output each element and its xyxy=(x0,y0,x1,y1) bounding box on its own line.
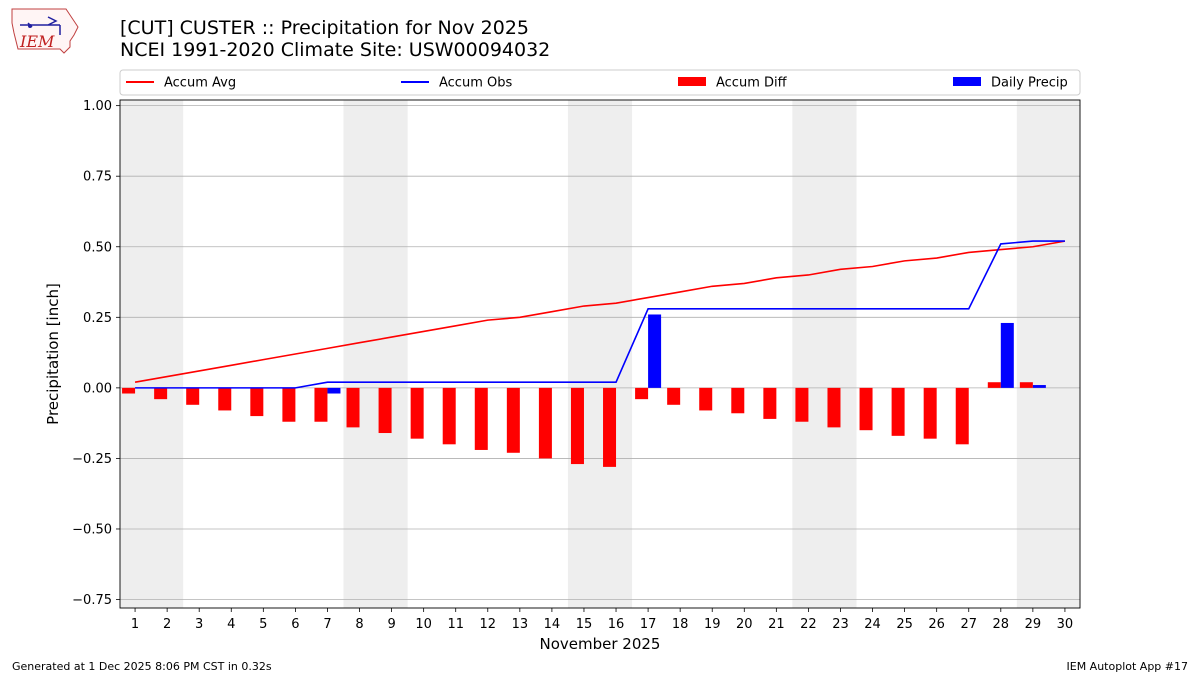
accum-diff-bar xyxy=(923,387,937,439)
app-credit: IEM Autoplot App #17 xyxy=(1066,660,1189,673)
accum-diff-bar xyxy=(154,387,168,400)
x-tick-label: 7 xyxy=(323,617,331,632)
x-tick-label: 4 xyxy=(227,617,235,632)
weekend-band xyxy=(1016,100,1080,608)
x-tick-label: 5 xyxy=(259,617,267,632)
accum-diff-bar xyxy=(827,387,841,428)
x-tick-label: 26 xyxy=(928,617,945,632)
legend: Accum Avg Accum Obs Accum Diff Daily Precip xyxy=(119,69,1081,96)
accum-diff-bar xyxy=(570,387,584,465)
y-tick-label: 0.50 xyxy=(83,240,112,255)
accum-diff-bar xyxy=(410,387,424,439)
x-tick-label: 25 xyxy=(896,617,913,632)
accum-diff-bar xyxy=(314,387,328,422)
x-tick-label: 18 xyxy=(672,617,689,632)
weekend-band xyxy=(567,100,633,608)
daily-precip-bar xyxy=(327,387,341,394)
title-line-1: [CUT] CUSTER :: Precipitation for Nov 20… xyxy=(120,17,530,39)
x-tick-label: 12 xyxy=(480,617,497,632)
daily-precip-bar xyxy=(648,314,662,388)
y-axis-label: Precipitation [inch] xyxy=(44,283,62,425)
accum-diff-bar xyxy=(282,387,296,422)
y-tick-label: 1.00 xyxy=(83,99,112,114)
accum-diff-bar xyxy=(603,387,617,467)
x-tick-label: 9 xyxy=(387,617,395,632)
x-tick-label: 15 xyxy=(576,617,593,632)
weekend-band xyxy=(343,100,408,608)
accum-diff-bar xyxy=(442,387,456,445)
y-tick-label: −0.50 xyxy=(72,522,112,537)
x-tick-label: 16 xyxy=(608,617,625,632)
x-tick-label: 30 xyxy=(1057,617,1074,632)
accum-obs-line xyxy=(135,240,1065,389)
accum-diff-bar xyxy=(635,387,649,400)
accum-diff-bar xyxy=(250,387,264,417)
legend-frame xyxy=(119,69,1081,96)
x-tick-label: 13 xyxy=(512,617,529,632)
x-tick-label: 14 xyxy=(544,617,561,632)
weekend-band xyxy=(792,100,857,608)
accum-diff-bar xyxy=(474,387,488,450)
logo-text: IEM xyxy=(19,32,55,51)
x-tick-label: 3 xyxy=(195,617,203,632)
legend-bar-swatch xyxy=(953,77,981,86)
accum-diff-bar xyxy=(763,387,777,419)
x-tick-label: 29 xyxy=(1025,617,1042,632)
x-tick-label: 2 xyxy=(163,617,171,632)
weekend-band xyxy=(120,100,184,608)
accum-diff-bar xyxy=(122,387,136,394)
legend-label: Accum Obs xyxy=(439,76,512,91)
legend-label: Accum Diff xyxy=(716,76,788,91)
plot-frame xyxy=(119,99,1081,609)
legend-label: Daily Precip xyxy=(991,76,1068,91)
accum-diff-bar xyxy=(538,387,552,459)
iowa-map-outline xyxy=(11,8,79,54)
x-tick-label: 6 xyxy=(291,617,299,632)
daily-precip-bar xyxy=(1032,385,1046,388)
accum-diff-bar xyxy=(955,387,969,445)
x-axis-label: November 2025 xyxy=(540,635,661,653)
accum-diff-bar xyxy=(186,387,200,405)
accum-diff-bar xyxy=(506,387,520,453)
x-tick-label: 19 xyxy=(704,617,721,632)
x-tick-label: 1 xyxy=(131,617,139,632)
y-tick-label: 0.00 xyxy=(83,381,112,396)
x-tick-label: 8 xyxy=(355,617,363,632)
accum-diff-bar xyxy=(699,387,713,411)
x-tick-label: 11 xyxy=(447,617,464,632)
daily-precip-bar xyxy=(1000,322,1014,388)
x-tick-label: 23 xyxy=(832,617,849,632)
generated-timestamp: Generated at 1 Dec 2025 8:06 PM CST in 0… xyxy=(12,660,272,673)
accum-diff-bar xyxy=(218,387,232,411)
x-tick-label: 27 xyxy=(960,617,977,632)
x-tick-label: 10 xyxy=(415,617,432,632)
accum-diff-bar xyxy=(795,387,809,422)
x-tick-label: 28 xyxy=(993,617,1010,632)
accum-diff-bar xyxy=(378,387,392,434)
accum-diff-bar xyxy=(1019,382,1033,388)
title-line-2: NCEI 1991-2020 Climate Site: USW00094032 xyxy=(120,39,551,61)
chart-title: [CUT] CUSTER :: Precipitation for Nov 20… xyxy=(120,17,550,61)
x-tick-label: 24 xyxy=(864,617,881,632)
y-tick-label: 0.25 xyxy=(83,311,112,326)
legend-bar-swatch xyxy=(678,77,706,86)
y-tick-label: −0.25 xyxy=(72,452,112,467)
accum-diff-bar xyxy=(987,382,1001,388)
accum-diff-bar xyxy=(667,387,681,405)
wind-vane-icon xyxy=(20,16,61,35)
x-tick-label: 22 xyxy=(800,617,817,632)
x-tick-label: 17 xyxy=(640,617,657,632)
y-tick-label: 0.75 xyxy=(83,170,112,185)
accum-diff-bar xyxy=(346,387,360,428)
accum-diff-bar xyxy=(731,387,745,414)
accum-avg-line xyxy=(134,240,1066,384)
x-tick-label: 21 xyxy=(768,617,785,632)
legend-label: Accum Avg xyxy=(164,76,236,91)
y-tick-label: −0.75 xyxy=(72,593,112,608)
x-tick-label: 20 xyxy=(736,617,753,632)
accum-diff-bar xyxy=(891,387,905,436)
accum-diff-bar xyxy=(859,387,873,431)
iem-logo: IEM xyxy=(11,8,79,54)
